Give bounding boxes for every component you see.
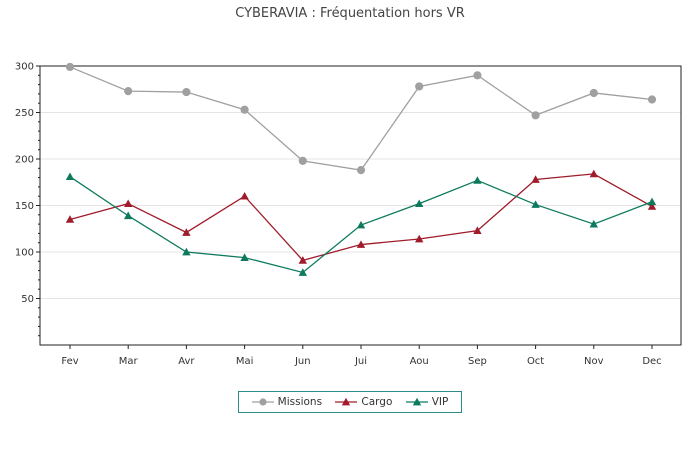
data-point-vip — [589, 219, 598, 228]
x-tick-label: Aou — [410, 356, 429, 367]
data-point-missions — [240, 105, 249, 114]
legend-item-vip: VIP — [405, 396, 449, 408]
data-point-vip — [531, 200, 540, 208]
x-tick-label: Oct — [527, 356, 544, 367]
chart-title: CYBERAVIA : Fréquentation hors VR — [235, 6, 465, 21]
legend-swatch-vip — [405, 397, 428, 406]
data-point-cargo — [240, 192, 249, 200]
data-point-missions — [356, 166, 366, 175]
y-tick-label: 250 — [15, 108, 34, 119]
data-point-missions — [473, 71, 482, 80]
data-point-missions — [182, 87, 191, 97]
data-point-vip — [473, 176, 482, 184]
legend-swatch-cargo — [335, 397, 358, 406]
x-tick-label: Nov — [584, 356, 604, 367]
data-point-missions — [589, 88, 598, 98]
data-point-cargo — [589, 169, 598, 178]
legend-swatch-missions — [251, 398, 274, 406]
data-point-cargo — [356, 240, 366, 248]
data-point-cargo — [647, 202, 657, 210]
legend-label-vip: VIP — [431, 396, 449, 408]
x-tick-label: Sep — [468, 356, 487, 367]
y-tick-label: 50 — [21, 294, 34, 305]
x-tick-label: Jun — [294, 356, 311, 367]
data-point-missions — [65, 62, 75, 72]
x-tick-label: Dec — [642, 356, 661, 367]
data-point-vip — [124, 211, 133, 220]
data-point-missions — [531, 111, 540, 120]
data-point-vip — [65, 172, 75, 181]
data-point-cargo — [415, 234, 424, 243]
data-point-vip — [298, 268, 307, 276]
x-tick-label: Mar — [119, 356, 139, 367]
x-tick-label: Avr — [178, 356, 195, 367]
x-tick-label: Jui — [354, 356, 367, 367]
legend-item-missions: Missions — [251, 396, 323, 408]
data-point-vip — [240, 253, 249, 261]
y-tick-label: 300 — [15, 62, 34, 73]
data-point-vip — [182, 247, 191, 256]
data-point-vip — [647, 197, 657, 206]
legend-label-missions: Missions — [277, 396, 323, 408]
legend-item-cargo: Cargo — [335, 396, 392, 408]
y-tick-label: 150 — [15, 201, 34, 212]
data-point-cargo — [298, 256, 307, 264]
y-tick-label: 100 — [15, 248, 34, 259]
data-point-cargo — [531, 175, 540, 183]
data-point-vip — [356, 220, 366, 229]
data-point-missions — [298, 156, 307, 165]
data-point-missions — [415, 82, 424, 91]
data-point-cargo — [473, 226, 482, 234]
data-point-vip — [415, 199, 424, 207]
data-point-cargo — [182, 228, 191, 236]
data-point-cargo — [124, 199, 133, 207]
y-tick-label: 200 — [15, 155, 34, 166]
x-tick-label: Mai — [236, 356, 254, 367]
series-line-missions — [69, 66, 653, 171]
data-point-missions — [124, 87, 133, 96]
x-tick-label: Fev — [61, 356, 78, 367]
legend: Missions Cargo VIP — [238, 391, 462, 413]
data-point-cargo — [65, 215, 75, 223]
legend-label-cargo: Cargo — [361, 396, 393, 408]
data-point-missions — [647, 95, 657, 104]
